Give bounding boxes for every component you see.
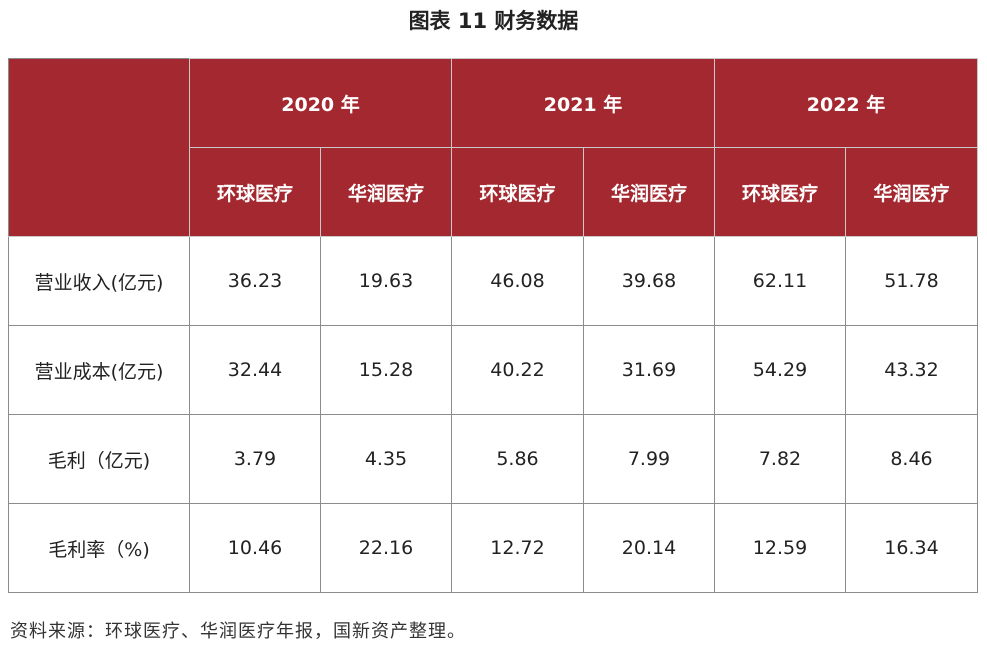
table-cell: 46.08 xyxy=(451,236,584,326)
table-cell: 12.72 xyxy=(451,503,584,593)
table-row: 营业成本(亿元) 32.44 15.28 40.22 31.69 54.29 4… xyxy=(8,325,978,415)
table-cell: 7.82 xyxy=(714,414,846,504)
table-cell: 43.32 xyxy=(845,325,978,415)
company-header-cell: 华润医疗 xyxy=(845,147,978,237)
table-cell: 10.46 xyxy=(189,503,321,593)
page-title: 图表 11 财务数据 xyxy=(408,9,579,33)
table-cell: 4.35 xyxy=(320,414,452,504)
company-header-cell: 环球医疗 xyxy=(714,147,846,237)
row-label: 营业收入(亿元) xyxy=(8,236,190,326)
company-header-cell: 环球医疗 xyxy=(189,147,321,237)
table-cell: 62.11 xyxy=(714,236,846,326)
table-cell: 54.29 xyxy=(714,325,846,415)
source-note: 资料来源：环球医疗、华润医疗年报，国新资产整理。 xyxy=(10,621,466,642)
row-label: 毛利（亿元) xyxy=(8,414,190,504)
table-cell: 5.86 xyxy=(451,414,584,504)
table-row: 毛利率（%) 10.46 22.16 12.72 20.14 12.59 16.… xyxy=(8,503,978,593)
year-header-2021: 2021 年 xyxy=(451,58,715,148)
table-cell: 22.16 xyxy=(320,503,452,593)
row-label: 营业成本(亿元) xyxy=(8,325,190,415)
company-header-cell: 华润医疗 xyxy=(583,147,715,237)
table-cell: 8.46 xyxy=(845,414,978,504)
table-cell: 39.68 xyxy=(583,236,715,326)
row-label: 毛利率（%) xyxy=(8,503,190,593)
table-cell: 32.44 xyxy=(189,325,321,415)
company-header-cell: 华润医疗 xyxy=(320,147,452,237)
table-cell: 20.14 xyxy=(583,503,715,593)
table-row: 毛利（亿元) 3.79 4.35 5.86 7.99 7.82 8.46 xyxy=(8,414,978,504)
table-cell: 12.59 xyxy=(714,503,846,593)
financial-data-table: 2020 年 2021 年 2022 年 环球医疗 华润医疗 环球医疗 华润医疗… xyxy=(8,58,978,593)
table-row: 营业收入(亿元) 36.23 19.63 46.08 39.68 62.11 5… xyxy=(8,236,978,326)
year-header-row: 2020 年 2021 年 2022 年 xyxy=(8,58,978,237)
table-cell: 15.28 xyxy=(320,325,452,415)
table-cell: 19.63 xyxy=(320,236,452,326)
table-cell: 31.69 xyxy=(583,325,715,415)
table-cell: 51.78 xyxy=(845,236,978,326)
company-header-cell: 环球医疗 xyxy=(451,147,584,237)
table-cell: 36.23 xyxy=(189,236,321,326)
header-corner-cell xyxy=(8,58,190,237)
year-header-2020: 2020 年 xyxy=(189,58,452,148)
table-cell: 3.79 xyxy=(189,414,321,504)
table-cell: 40.22 xyxy=(451,325,584,415)
table-cell: 16.34 xyxy=(845,503,978,593)
year-header-2022: 2022 年 xyxy=(714,58,978,148)
company-header-row: 环球医疗 华润医疗 环球医疗 华润医疗 环球医疗 华润医疗 xyxy=(9,147,978,237)
table-cell: 7.99 xyxy=(583,414,715,504)
